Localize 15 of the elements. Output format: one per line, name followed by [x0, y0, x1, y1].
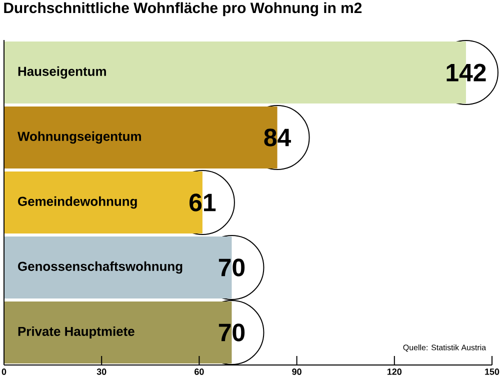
- y-tick-label: Private Hauptmiete: [18, 326, 134, 339]
- x-tick-label: 120: [387, 368, 402, 375]
- x-tick-label: 30: [96, 368, 106, 375]
- y-tick-label: Genossenschaftswohnung: [18, 261, 182, 274]
- data-label: 142: [446, 64, 486, 82]
- y-tick-label: Hauseigentum: [18, 66, 106, 79]
- x-tick-label: 0: [2, 368, 6, 375]
- y-tick-label: Gemeindewohnung: [18, 196, 137, 209]
- x-tick-label: 150: [485, 368, 500, 375]
- data-label: 70: [218, 258, 245, 276]
- chart-title: Durchschnittliche Wohnfläche pro Wohnung in m2: [4, 2, 362, 16]
- x-tick-label: 60: [194, 368, 204, 375]
- data-label: 70: [218, 324, 245, 342]
- y-tick-label: Wohnungseigentum: [18, 131, 141, 144]
- x-tick-label: 90: [292, 368, 302, 375]
